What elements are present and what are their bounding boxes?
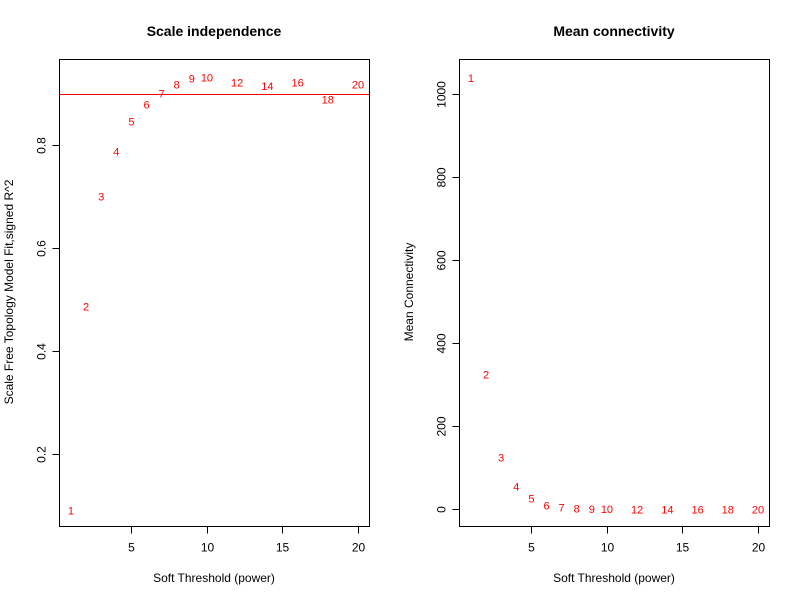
x-tick-label: 5 — [128, 541, 135, 555]
point-label: 6 — [543, 500, 549, 512]
point-label: 16 — [691, 504, 703, 516]
point-label: 20 — [352, 80, 364, 92]
point-label: 4 — [113, 147, 119, 159]
x-tick-label: 10 — [201, 541, 215, 555]
x-tick-label: 20 — [352, 541, 366, 555]
point-label: 18 — [722, 504, 734, 516]
y-tick-label: 200 — [435, 416, 449, 436]
point-label: 9 — [589, 504, 595, 516]
x-axis-label: Soft Threshold (power) — [153, 571, 275, 585]
x-tick-label: 5 — [528, 541, 535, 555]
y-axis: 0 200 400 600 800 1000 — [435, 81, 460, 513]
y-tick-label: 0 — [435, 506, 449, 513]
y-tick-label: 600 — [435, 250, 449, 270]
point-label: 14 — [661, 504, 673, 516]
point-label: 2 — [83, 302, 89, 314]
chart-title: Scale independence — [147, 23, 282, 39]
point-label: 9 — [189, 74, 195, 86]
point-label: 7 — [559, 502, 565, 514]
x-tick-label: 10 — [601, 541, 615, 555]
y-axis-label: Mean Connectivity — [402, 243, 416, 342]
x-axis: 5 10 15 20 — [128, 526, 366, 555]
point-label: 14 — [261, 81, 273, 93]
y-tick-label: 1000 — [435, 81, 449, 108]
point-label: 8 — [174, 80, 180, 92]
y-axis-label: Scale Free Topology Model Fit,signed R^2 — [2, 179, 16, 404]
point-label: 4 — [513, 482, 519, 494]
point-label: 1 — [468, 73, 474, 85]
point-label: 7 — [159, 88, 165, 100]
point-label: 10 — [601, 504, 613, 516]
point-label: 16 — [291, 78, 303, 90]
y-axis: 0.2 0.4 0.6 0.8 — [35, 137, 60, 463]
point-label: 12 — [631, 504, 643, 516]
x-tick-label: 20 — [752, 541, 766, 555]
y-tick-label: 0.2 — [35, 446, 49, 463]
chart-title: Mean connectivity — [553, 23, 675, 39]
x-axis: 5 10 15 20 — [528, 526, 766, 555]
point-label: 2 — [483, 370, 489, 382]
y-tick-label: 0.4 — [35, 343, 49, 360]
point-label: 1 — [68, 506, 74, 518]
x-tick-label: 15 — [276, 541, 290, 555]
y-tick-label: 0.8 — [35, 137, 49, 154]
point-label: 3 — [98, 191, 104, 203]
y-tick-label: 800 — [435, 167, 449, 187]
point-label: 5 — [528, 494, 534, 506]
plot-frame — [459, 59, 770, 527]
point-label: 6 — [143, 99, 149, 111]
y-tick-label: 400 — [435, 333, 449, 353]
point-label: 20 — [752, 504, 764, 516]
point-label: 10 — [201, 73, 213, 85]
plot-frame — [59, 59, 370, 527]
point-label: 12 — [231, 78, 243, 90]
x-tick-label: 15 — [676, 541, 690, 555]
point-label: 3 — [498, 452, 504, 464]
scale-independence-panel: Scale independence 5 10 15 20 0.20.40.60.8 … — [2, 23, 370, 585]
point-label: 18 — [322, 95, 334, 107]
y-tick-label: 0.6 — [35, 240, 49, 257]
mean-connectivity-panel: Mean connectivity 5 10 15 20 02004006008001… — [402, 23, 770, 585]
x-axis-label: Soft Threshold (power) — [553, 571, 675, 585]
point-label: 5 — [128, 116, 134, 128]
point-label: 8 — [574, 504, 580, 516]
